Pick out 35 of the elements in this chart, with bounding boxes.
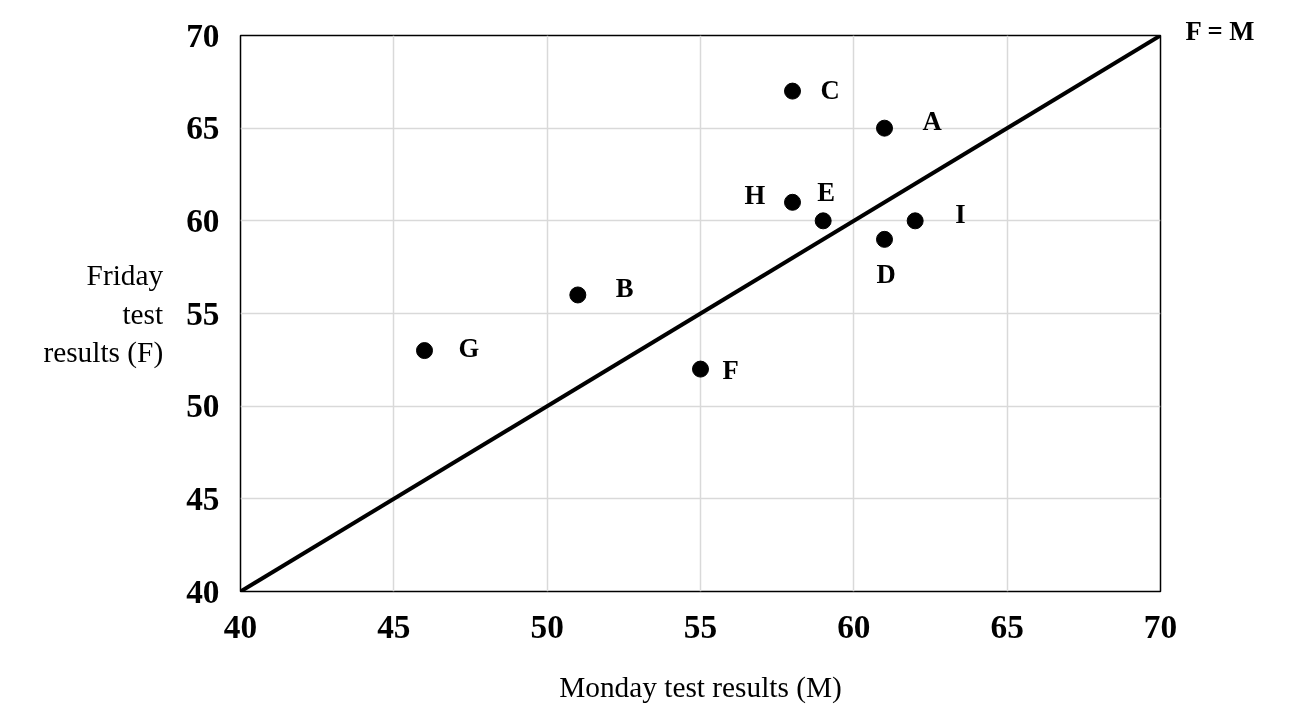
x-axis-title: Monday test results (M) (559, 670, 842, 704)
y-tick-label: 55 (186, 294, 220, 332)
point (416, 342, 433, 360)
annotation: B (615, 272, 634, 303)
y-tick-label: 70 (186, 16, 220, 54)
y-tick-label: 45 (186, 479, 220, 517)
x-tick-label: 40 (223, 607, 258, 645)
x-tick-label: 45 (377, 607, 411, 645)
x-tick-label: 70 (1143, 607, 1178, 645)
point (569, 286, 587, 304)
annotation: E (817, 176, 835, 207)
annotation: I (955, 198, 966, 229)
x-tick-label: 50 (530, 607, 564, 645)
point (784, 82, 801, 100)
point (692, 360, 709, 378)
annotation: D (876, 259, 896, 290)
y-tick-label: 60 (186, 201, 220, 239)
y-axis-title: Friday test results (F) (43, 259, 164, 369)
point (876, 230, 893, 248)
point (814, 212, 832, 230)
annotation: A (922, 106, 943, 137)
annotation: G (458, 332, 480, 363)
y-tick-label: 50 (186, 387, 220, 425)
point (876, 119, 893, 137)
x-tick-label: 60 (837, 607, 871, 645)
x-tick-label: 55 (683, 607, 718, 645)
annotation: H (744, 180, 766, 211)
annotation: F (722, 355, 739, 386)
y-tick-label: 40 (186, 572, 220, 610)
annotation: C (820, 75, 840, 106)
y-tick-label: 65 (186, 109, 220, 147)
point (906, 212, 924, 230)
point (784, 193, 801, 211)
series-label: F = M (1185, 15, 1255, 46)
x-tick-label: 65 (990, 607, 1024, 645)
